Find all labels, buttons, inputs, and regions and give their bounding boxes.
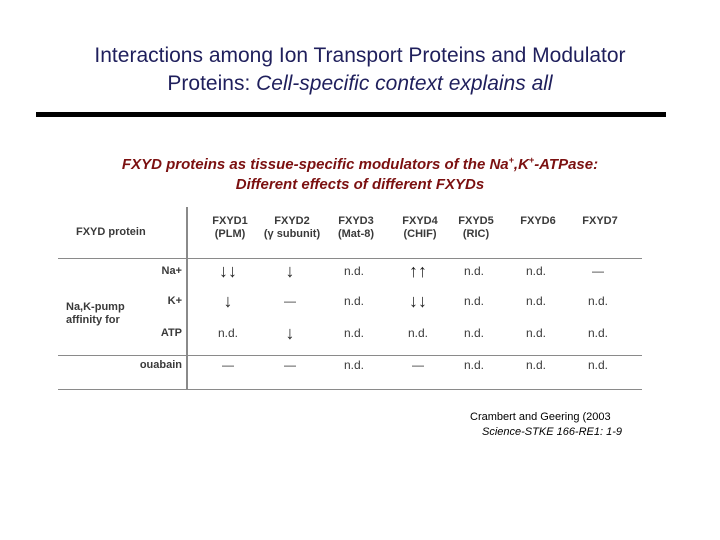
table-cell: n.d. <box>343 358 364 372</box>
row-divider <box>58 355 642 356</box>
table-cell: n.d. <box>463 358 484 372</box>
table-cell: ↑↑ <box>409 261 427 281</box>
citation-line-2: Science-STKE 166-RE1: 1-9 <box>482 426 623 438</box>
subtitle-line-1: FXYD proteins as tissue-specific modulat… <box>0 150 720 175</box>
table-cell: n.d. <box>525 264 546 278</box>
table-cell: n.d. <box>343 264 364 278</box>
title-line-2-plain: Proteins: <box>167 72 257 95</box>
table-cell: n.d. <box>587 294 608 308</box>
table-cell: n.d. <box>463 264 484 278</box>
table-cell: n.d. <box>217 326 238 340</box>
table-cell: ↓ <box>285 261 295 281</box>
table-cell: n.d. <box>407 326 428 340</box>
group-label: Na,K-pump affinity for <box>66 301 125 327</box>
column-header-sub: (RIC) <box>462 228 490 240</box>
bottom-divider <box>58 389 642 390</box>
table-cell: n.d. <box>525 358 546 372</box>
subtitle-line-2: Different effects of different FXYDs <box>235 176 485 193</box>
table-cell: n.d. <box>587 358 608 372</box>
citation-line-1: Crambert and Geering (2003 <box>470 411 611 423</box>
subtitle-sup-2: + <box>528 155 535 165</box>
group-label-line-1: Na,K-pump <box>66 301 125 313</box>
table-cell: n.d. <box>463 326 484 340</box>
column-header-name: FXYD1 <box>212 215 248 227</box>
column-header-sub: (γ subunit) <box>263 228 321 240</box>
row-label: ATP <box>160 327 182 339</box>
column-header-name: FXYD7 <box>582 215 618 227</box>
table-cell: ↓ <box>285 323 295 343</box>
column-header: FXYD3 (Mat-8) <box>324 215 388 241</box>
subtitle-text-c: -ATPase: <box>534 156 599 173</box>
column-header: FXYD1 (PLM) <box>198 215 262 241</box>
row-label: Na+ <box>161 265 183 277</box>
table-cell: — <box>222 358 234 372</box>
table-cell: ↓↓ <box>409 291 427 311</box>
subtitle-text-a: FXYD proteins as tissue-specific modulat… <box>121 156 509 173</box>
subtitle: FXYD proteins as tissue-specific modulat… <box>0 150 720 195</box>
title-line-2-italic: Cell-specific context explains all <box>256 72 553 95</box>
subtitle-text-b: ,K <box>513 156 529 173</box>
column-header: FXYD6 <box>506 215 570 228</box>
fxyd-table-image: FXYD protein Na,K-pump affinity for FXYD… <box>58 207 642 390</box>
table-cell: ↓↓ <box>219 261 237 281</box>
group-label-line-2: affinity for <box>66 314 120 326</box>
row-label: ouabain <box>139 359 182 371</box>
column-header-name: FXYD2 <box>274 215 310 227</box>
header-divider <box>58 258 642 259</box>
column-header-sub: (PLM) <box>214 228 246 240</box>
table-cell: — <box>592 264 604 278</box>
column-header-name: FXYD4 <box>402 215 438 227</box>
table-cell: n.d. <box>463 294 484 308</box>
column-divider <box>186 207 188 390</box>
table-cell: n.d. <box>525 326 546 340</box>
column-header: FXYD2 (γ subunit) <box>260 215 324 241</box>
column-header-sub: (CHIF) <box>403 228 437 240</box>
column-header: FXYD7 <box>568 215 632 228</box>
title-divider <box>36 112 666 117</box>
corner-label: FXYD protein <box>76 226 146 238</box>
title-line-2: Proteins: Cell-specific context explains… <box>0 70 720 98</box>
table-cell: n.d. <box>587 326 608 340</box>
column-header-sub: (Mat-8) <box>337 228 375 240</box>
column-header: FXYD4 (CHIF) <box>388 215 452 241</box>
table-cell: n.d. <box>343 294 364 308</box>
table-cell: — <box>412 358 424 372</box>
table-cell: — <box>284 294 296 308</box>
column-header: FXYD5 (RIC) <box>444 215 508 241</box>
table-cell: n.d. <box>343 326 364 340</box>
table-cell: n.d. <box>525 294 546 308</box>
column-header-name: FXYD6 <box>520 215 556 227</box>
column-header-name: FXYD5 <box>458 215 494 227</box>
table-cell: ↓ <box>223 291 233 311</box>
column-header-name: FXYD3 <box>338 215 374 227</box>
table-cell: — <box>284 358 296 372</box>
subtitle-sup-1: + <box>508 155 514 165</box>
citation: Crambert and Geering (2003 Science-STKE … <box>470 410 650 440</box>
title-line-1: Interactions among Ion Transport Protein… <box>94 44 626 67</box>
slide-title: Interactions among Ion Transport Protein… <box>0 42 720 98</box>
row-label: K+ <box>167 295 182 307</box>
